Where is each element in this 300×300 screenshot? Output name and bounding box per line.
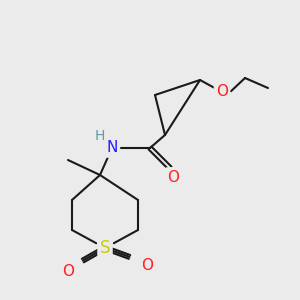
Text: S: S xyxy=(100,239,110,257)
Text: O: O xyxy=(216,85,228,100)
Text: H: H xyxy=(95,129,105,143)
Text: O: O xyxy=(167,169,179,184)
Text: O: O xyxy=(62,265,74,280)
Text: O: O xyxy=(141,257,153,272)
Text: N: N xyxy=(106,140,118,155)
